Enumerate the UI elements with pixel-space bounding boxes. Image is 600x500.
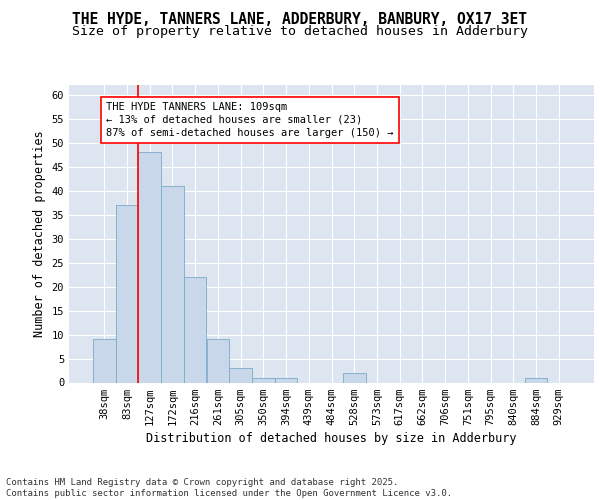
Text: THE HYDE, TANNERS LANE, ADDERBURY, BANBURY, OX17 3ET: THE HYDE, TANNERS LANE, ADDERBURY, BANBU… (73, 12, 527, 28)
Bar (275, 378, 298, 382)
X-axis label: Distribution of detached houses by size in Adderbury: Distribution of detached houses by size … (146, 432, 517, 445)
Text: THE HYDE TANNERS LANE: 109sqm
← 13% of detached houses are smaller (23)
87% of s: THE HYDE TANNERS LANE: 109sqm ← 13% of d… (106, 102, 394, 138)
Bar (524, 378, 547, 382)
Text: Contains HM Land Registry data © Crown copyright and database right 2025.
Contai: Contains HM Land Registry data © Crown c… (6, 478, 452, 498)
Bar (93, 340, 116, 382)
Bar (139, 152, 161, 382)
Bar (206, 340, 229, 382)
Bar (184, 277, 206, 382)
Bar (229, 368, 252, 382)
Y-axis label: Number of detached properties: Number of detached properties (33, 130, 46, 337)
Bar (343, 373, 365, 382)
Bar (252, 378, 275, 382)
Bar (161, 186, 184, 382)
Bar (116, 205, 139, 382)
Text: Size of property relative to detached houses in Adderbury: Size of property relative to detached ho… (72, 25, 528, 38)
